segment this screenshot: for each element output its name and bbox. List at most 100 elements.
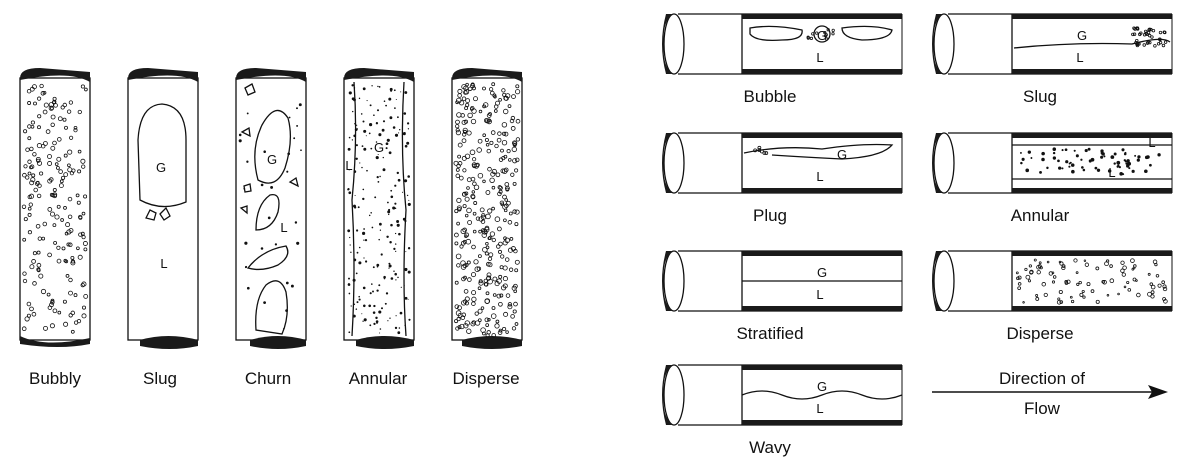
phase-label: L [1148, 135, 1155, 150]
pipe-end-wall [662, 14, 674, 74]
bubble-dot [365, 260, 368, 263]
bubble-dot [395, 250, 397, 253]
bubble-dot [503, 154, 508, 159]
bubble-dot [40, 91, 46, 96]
bubble-dot [245, 265, 248, 268]
bubble-dot [348, 292, 351, 295]
bubble-dot [512, 141, 518, 147]
bubble-dot [395, 315, 397, 317]
bubble-dot [484, 298, 491, 304]
phase-label-liquid: L [160, 256, 167, 271]
bubble-dot [396, 223, 400, 227]
bubble-dot [475, 216, 480, 221]
bubble-dot [73, 293, 78, 298]
pipe-end [663, 250, 685, 312]
bubble-dot [473, 96, 478, 102]
bubble-dot [29, 180, 35, 186]
bubble-dot [384, 302, 387, 305]
bubble-dot [472, 163, 477, 169]
bubble-dot [263, 301, 266, 304]
bubble-dot [55, 165, 60, 170]
bubble-dot [392, 126, 396, 129]
label-vertical-disperse: Disperse [452, 369, 519, 388]
bubble-dot [407, 270, 411, 274]
label-vertical-bubbly: Bubbly [29, 369, 81, 388]
bubble-dot [372, 266, 375, 269]
bubble-dot [505, 293, 511, 298]
bubble-dot [457, 312, 463, 318]
bubble-dot [515, 118, 521, 124]
bubble-dot [454, 241, 459, 246]
bubble-dot [388, 97, 392, 101]
bubble-dot [512, 309, 517, 314]
bubble-dot [80, 282, 85, 288]
bubble-dot [396, 220, 400, 223]
bubble-dot [48, 105, 54, 111]
bubble-dot [40, 288, 47, 295]
bubble-dot [473, 163, 480, 169]
bubble-dot [514, 268, 519, 273]
bubble-dot [33, 187, 38, 193]
bubble-dot [298, 103, 302, 107]
bubble-dot [490, 130, 496, 135]
bubble-dot [514, 222, 519, 227]
bubble-dot [46, 292, 51, 297]
bubble-dot [70, 260, 76, 266]
bubble-dot [458, 175, 464, 181]
bubble-dot [67, 214, 73, 220]
horizontal-pipe-slug: GL Slug [932, 13, 1173, 106]
bubble-dot [505, 330, 509, 334]
bubble-dot [358, 261, 362, 265]
bubble-dot [288, 116, 291, 119]
bubble-dot [246, 160, 249, 163]
bubble-dot [385, 147, 388, 150]
pipe-end-top [344, 68, 414, 82]
bubble-dot [464, 320, 470, 326]
bubble-dot [509, 237, 514, 241]
bubble-dot [82, 241, 88, 246]
bubble-dot [394, 326, 398, 330]
bubble-dot [488, 252, 494, 258]
bubble-dot [405, 251, 407, 253]
bubble-dot [270, 185, 274, 189]
bubble-dot [464, 153, 471, 159]
bubble-dot [502, 276, 508, 282]
bubble-dot [65, 222, 71, 228]
bubble-dot [351, 97, 355, 101]
phase-label-gas: G [374, 140, 384, 155]
bubble-dot [393, 89, 396, 92]
bubble-dot [43, 102, 49, 108]
bubble-dot [353, 87, 356, 89]
bubble-dot [473, 184, 480, 190]
bubble-dot [63, 206, 67, 210]
bubble-dot [368, 304, 372, 308]
bubble-dot [503, 131, 509, 137]
bubble-dot [260, 247, 264, 250]
bubble-dot [461, 138, 467, 144]
bubble-dot [377, 85, 379, 88]
bubble-dot [404, 144, 408, 148]
bubble-dot [470, 272, 476, 278]
bubble-dot [476, 266, 482, 271]
bubble-dot [463, 90, 468, 95]
bubble-dot [375, 122, 379, 125]
bubble-dot [454, 319, 459, 324]
bubble-dot [354, 159, 356, 161]
phase-label: L [816, 287, 823, 302]
bubble-dot [387, 201, 389, 204]
bubble-dot [356, 128, 359, 130]
bubble-dot [77, 109, 82, 115]
bubble-dot [78, 215, 83, 220]
bubble-dot [510, 172, 515, 177]
bubble-dot [360, 113, 363, 115]
bubble-dot [498, 328, 503, 333]
bubble-dot [462, 239, 467, 244]
bubble-dot [404, 324, 406, 326]
phase-label: L [1108, 165, 1115, 180]
bubble-dot [471, 157, 477, 162]
bubble-dot [22, 278, 28, 284]
bubble-dot [494, 216, 501, 222]
bubble-dot [474, 311, 479, 316]
bubble-dot [27, 136, 32, 141]
bubble-dot [368, 132, 371, 135]
